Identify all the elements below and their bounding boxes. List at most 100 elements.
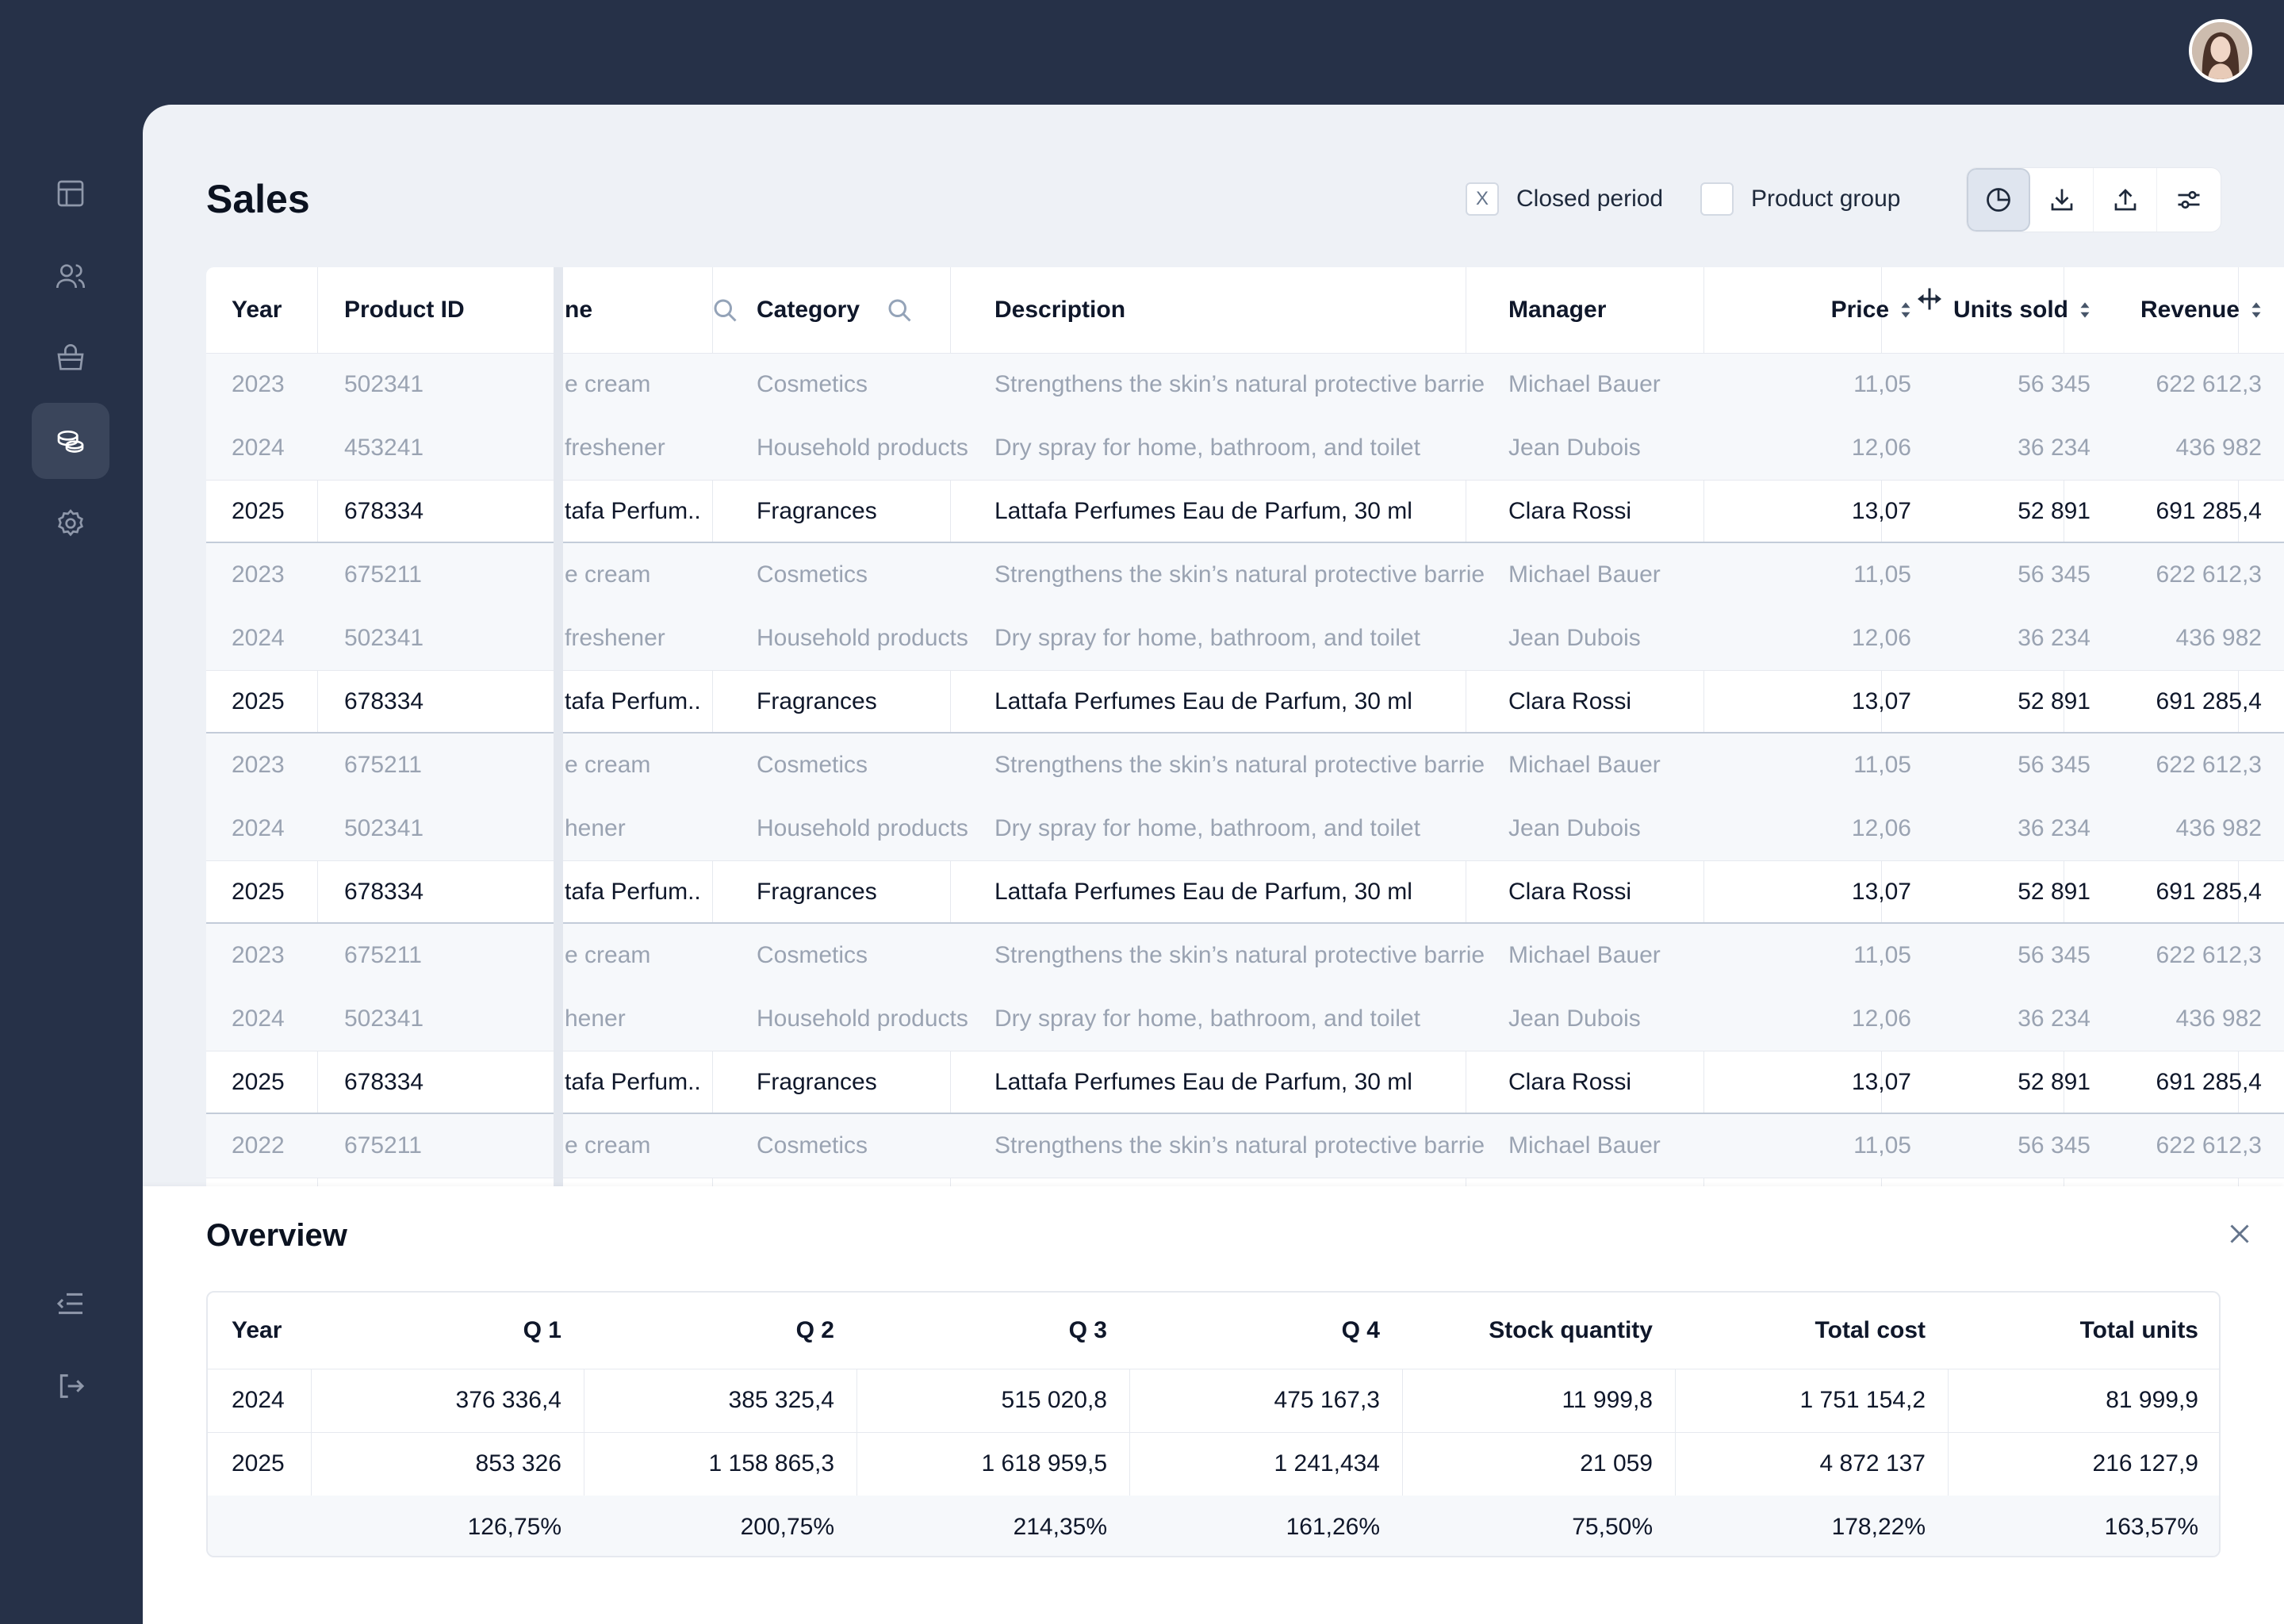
- header-product-id: Product ID: [344, 267, 542, 353]
- header-label: Manager: [1508, 297, 1607, 323]
- upload-button[interactable]: [2094, 168, 2157, 232]
- download-button[interactable]: [2030, 168, 2094, 232]
- search-icon[interactable]: [711, 296, 739, 324]
- cell-year: 2025: [232, 879, 285, 905]
- table-row[interactable]: 2024 502341 hener Household products Dry spr…: [206, 797, 2284, 860]
- overview-header-row: Year Q 1 Q 2 Q 3 Q 4 Stock quantity Total cost…: [208, 1293, 2219, 1369]
- column-resize-icon[interactable]: [1915, 285, 1944, 313]
- product-group-checkbox[interactable]: [1700, 182, 1734, 216]
- overview-chart-button[interactable]: [1967, 168, 2030, 232]
- cell-category: Cosmetics: [757, 561, 868, 588]
- header-units-sold[interactable]: Units sold: [1924, 267, 2090, 353]
- cell-category: Cosmetics: [757, 942, 868, 968]
- header-year: Year: [232, 267, 319, 353]
- cell-product-id: 675211: [344, 752, 422, 778]
- sort-icon[interactable]: [2251, 301, 2262, 319]
- cell-revenue: 622 612,3: [2156, 1132, 2262, 1159]
- closed-period-filter[interactable]: X Closed period: [1466, 182, 1663, 216]
- logout-button[interactable]: [32, 1348, 109, 1424]
- cell-name: e cream: [565, 371, 651, 397]
- search-icon[interactable]: [885, 296, 914, 324]
- cell-stock-quantity: 75,50%: [1572, 1514, 1653, 1540]
- sort-icon[interactable]: [2079, 301, 2090, 319]
- table-row[interactable]: 2025 678334 tafa Perfum... Fragrances Lattaf…: [206, 1051, 2284, 1114]
- table-row[interactable]: 2023 502341 e cream Cosmetics Strengthens th…: [206, 353, 2284, 416]
- row-divider: [206, 480, 2284, 481]
- cell-units-sold: 36 234: [2018, 625, 2090, 651]
- closed-period-checkbox[interactable]: X: [1466, 182, 1499, 216]
- group-divider: [206, 542, 2284, 544]
- cell-units-sold: 52 891: [2018, 879, 2090, 905]
- header-price[interactable]: Price: [1745, 267, 1911, 353]
- table-row[interactable]: 2023 675211 e cream Cosmetics Strengthens th…: [206, 924, 2284, 987]
- table-row[interactable]: 2025 678334 tafa Perfum... Fragrances Lattaf…: [206, 480, 2284, 543]
- cell-manager: Michael Bauer: [1508, 561, 1661, 588]
- sidebar-item-table[interactable]: [32, 155, 109, 232]
- table-row[interactable]: 2022 675211 e cream Cosmetics Strengthens th…: [206, 1114, 2284, 1178]
- cell-description: Strengthens the skin’s natural protectiv…: [994, 1132, 1485, 1159]
- column-divider: [1881, 267, 1882, 1187]
- upload-icon: [2114, 189, 2136, 211]
- cell-units-sold: 52 891: [2018, 1069, 2090, 1095]
- header-revenue[interactable]: Revenue: [2106, 267, 2262, 353]
- cell-price: 11,05: [1853, 1132, 1911, 1159]
- group-divider: [206, 922, 2284, 925]
- sidebar-item-sales[interactable]: [32, 403, 109, 479]
- table-icon: [57, 180, 84, 207]
- cell-price: 13,07: [1851, 688, 1911, 714]
- cell-q2: 1 158 865,3: [708, 1450, 834, 1477]
- cell-stock-quantity: 21 059: [1580, 1450, 1653, 1477]
- cell-units-sold: 56 345: [2018, 561, 2090, 588]
- column-divider: [1675, 1369, 1676, 1556]
- header-divider: [206, 353, 2284, 354]
- cell-name: tafa Perfum...: [565, 498, 699, 524]
- product-group-filter[interactable]: Product group: [1700, 182, 1900, 216]
- cell-product-id: 678334: [344, 688, 424, 714]
- column-divider: [712, 267, 713, 1187]
- overview-panel: Overview Year Q 1 Q 2 Q 3 Q 4 Stock quantity T…: [143, 1186, 2284, 1624]
- settings-sliders-button[interactable]: [2157, 168, 2221, 232]
- cell-product-id: 502341: [344, 371, 424, 397]
- collapse-menu-button[interactable]: [32, 1266, 109, 1342]
- table-row[interactable]: 2024 502341 freshener Household products Dry…: [206, 607, 2284, 670]
- cell-description: Lattafa Perfumes Eau de Parfum, 30 ml: [994, 688, 1412, 714]
- cell-revenue: 691 285,4: [2156, 498, 2262, 524]
- cell-description: Dry spray for home, bathroom, and toilet: [994, 1005, 1420, 1032]
- cell-revenue: 691 285,4: [2156, 879, 2262, 905]
- cell-product-id: 678334: [344, 1069, 424, 1095]
- frozen-column-divider[interactable]: [554, 267, 563, 1187]
- table-row[interactable]: 2025 678334 tafa Perfum... Fragrances Lattaf…: [206, 860, 2284, 924]
- table-row[interactable]: 2025 678334 tafa Perfum... Fragrances Lattaf…: [206, 670, 2284, 733]
- table-row[interactable]: 2024 453241 freshener Household products Dry…: [206, 416, 2284, 480]
- cell-manager: Jean Dubois: [1508, 1005, 1641, 1032]
- table-row[interactable]: 2023 675211 e cream Cosmetics Strengthens th…: [206, 733, 2284, 797]
- cell-product-id: 502341: [344, 625, 424, 651]
- sort-icon[interactable]: [1900, 301, 1911, 319]
- header-total-units: Total units: [2079, 1317, 2198, 1343]
- sidebar: [0, 0, 143, 1624]
- cell-year: 2025: [232, 498, 285, 524]
- cell-name: e cream: [565, 942, 651, 968]
- sales-header-row: Year Product ID ne Category Description Manag…: [206, 267, 2284, 353]
- cell-description: Lattafa Perfumes Eau de Parfum, 30 ml: [994, 1069, 1412, 1095]
- cell-product-id: 675211: [344, 561, 422, 588]
- table-row[interactable]: 2023 675211 e cream Cosmetics Strengthens th…: [206, 543, 2284, 607]
- table-row[interactable]: 2024 502341 hener Household products Dry spr…: [206, 987, 2284, 1051]
- product-group-label: Product group: [1751, 186, 1901, 212]
- avatar[interactable]: [2189, 19, 2252, 82]
- sidebar-item-settings[interactable]: [32, 485, 109, 561]
- cell-revenue: 622 612,3: [2156, 752, 2262, 778]
- cell-q1: 853 326: [475, 1450, 561, 1477]
- close-icon[interactable]: [2225, 1220, 2254, 1248]
- cell-year: 2022: [232, 1132, 285, 1159]
- cell-name: e cream: [565, 752, 651, 778]
- header-description: Description: [994, 267, 1508, 353]
- cell-q3: 515 020,8: [1001, 1387, 1107, 1413]
- settings-icon: [58, 509, 83, 537]
- sidebar-item-products[interactable]: [32, 320, 109, 396]
- cell-name: tafa Perfum...: [565, 688, 699, 714]
- cell-q1: 126,75%: [467, 1514, 561, 1540]
- row-divider: [206, 670, 2284, 671]
- sidebar-item-users[interactable]: [32, 238, 109, 314]
- cell-price: 12,06: [1851, 1005, 1911, 1032]
